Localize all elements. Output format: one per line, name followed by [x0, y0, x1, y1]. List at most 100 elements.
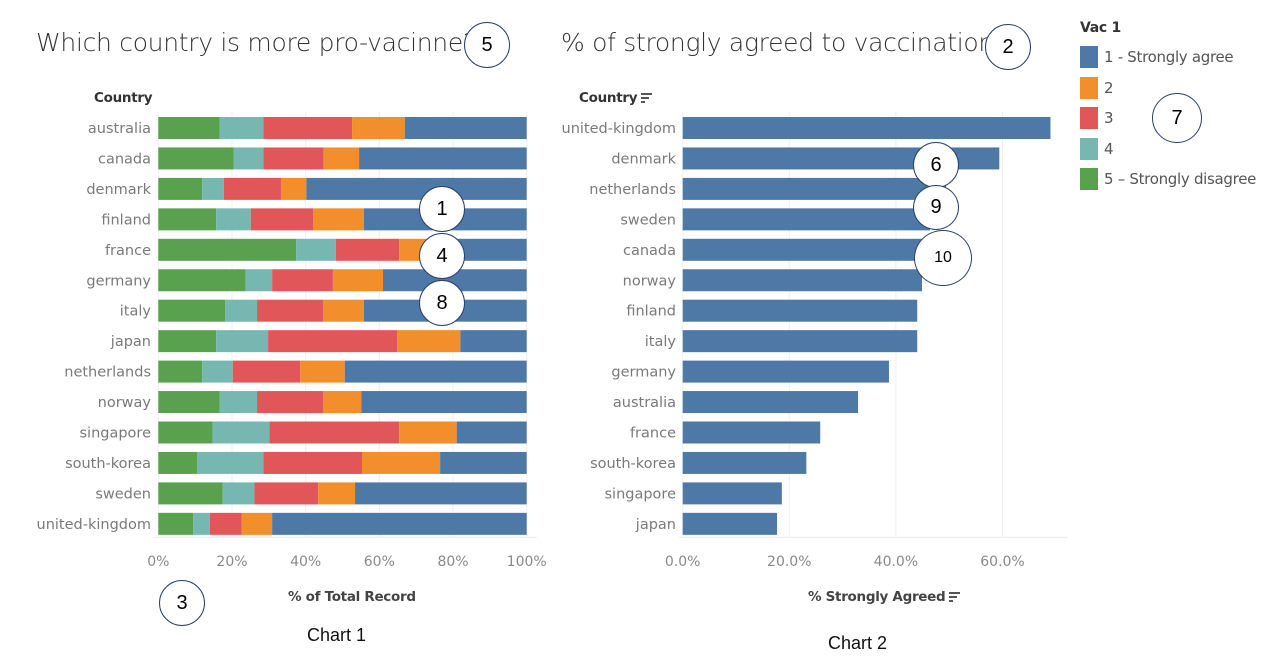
legend-swatch: [1080, 46, 1098, 69]
x-tick-label: 40%: [290, 554, 321, 570]
bar-segment: [158, 147, 234, 170]
legend: Vac 1 1 - Strongly agree 2 3 4 5 – Strongly …: [1080, 20, 1256, 195]
callout-10: 10: [914, 230, 972, 286]
y-tick-label: japan: [635, 517, 676, 533]
bar: [682, 360, 889, 383]
bar-segment: [222, 482, 255, 505]
bar-segment: [158, 421, 213, 444]
y-tick-label: denmark: [86, 182, 151, 198]
bar: [682, 512, 778, 535]
bar: [682, 269, 923, 292]
y-tick-label: singapore: [79, 426, 151, 442]
bar: [682, 451, 807, 474]
x-tick-label: 0.0%: [665, 554, 701, 570]
chart1-country-header: Country: [94, 90, 153, 106]
y-tick-label: sweden: [620, 212, 676, 228]
bar-segment: [263, 117, 353, 139]
legend-label: 5 – Strongly disagree: [1104, 170, 1257, 189]
bar-segment: [216, 330, 269, 353]
bar-segment: [196, 451, 264, 474]
callout-5: 5: [464, 22, 510, 68]
callout-6: 6: [913, 142, 959, 188]
legend-item[interactable]: 1 - Strongly agree: [1080, 42, 1256, 73]
chart2-country-header[interactable]: Country: [579, 90, 653, 106]
bar: [682, 391, 859, 414]
y-tick-label: netherlands: [589, 182, 676, 198]
bar-segment: [193, 512, 210, 535]
y-tick-label: germany: [611, 365, 676, 381]
y-tick-label: norway: [623, 273, 677, 289]
bar-segment: [158, 512, 194, 535]
legend-item[interactable]: 5 – Strongly disagree: [1080, 164, 1256, 195]
bar-segment: [335, 238, 400, 261]
y-tick-label: norway: [98, 395, 152, 411]
legend-label: 2: [1104, 78, 1114, 97]
y-tick-label: italy: [120, 304, 152, 320]
bar-segment: [202, 360, 233, 383]
legend-swatch: [1080, 76, 1098, 99]
callout-7: 7: [1152, 93, 1202, 143]
chart2-caption: Chart 2: [828, 633, 888, 653]
y-tick-label: canada: [98, 151, 151, 167]
bar: [682, 238, 926, 261]
bar-segment: [296, 238, 336, 261]
chart2-title: % of strongly agreed to vaccination: [561, 28, 994, 57]
callout-9: 9: [913, 185, 959, 230]
bar-segment: [158, 451, 197, 474]
y-tick-label: germany: [86, 273, 151, 289]
y-tick-label: united-kingdom: [37, 517, 151, 533]
callout-1: 1: [419, 186, 465, 232]
bar: [682, 299, 918, 322]
legend-title: Vac 1: [1080, 20, 1121, 36]
bar-segment: [257, 299, 323, 322]
legend-swatch: [1080, 137, 1098, 160]
y-tick-label: australia: [613, 395, 676, 411]
chart2-country-header-label: Country: [579, 90, 638, 106]
bar-segment: [225, 299, 258, 322]
bar-segment: [233, 147, 264, 170]
bar-segment: [219, 391, 258, 414]
bar-segment: [158, 360, 203, 383]
y-tick-label: south-korea: [590, 456, 676, 472]
bar-segment: [306, 177, 527, 200]
bar-segment: [209, 512, 242, 535]
bar-segment: [272, 512, 527, 535]
bar-segment: [322, 299, 364, 322]
sort-descending-icon[interactable]: [949, 591, 961, 602]
chart2-xlabel[interactable]: % Strongly Agreed: [808, 589, 961, 605]
legend-item[interactable]: 3: [1080, 103, 1256, 134]
bar-segment: [158, 299, 226, 322]
bar-segment: [158, 117, 220, 139]
bar-segment: [323, 147, 360, 170]
y-tick-label: italy: [645, 334, 677, 350]
y-tick-label: france: [630, 426, 676, 442]
x-tick-label: 80%: [437, 554, 468, 570]
y-tick-label: denmark: [611, 151, 676, 167]
bar-segment: [332, 269, 384, 292]
chart1-title: Which country is more pro-vacinne?: [36, 28, 476, 57]
bar-segment: [216, 208, 251, 231]
bar-segment: [268, 330, 398, 353]
y-tick-label: france: [105, 243, 151, 259]
x-tick-label: 40.0%: [874, 554, 918, 570]
bar-segment: [158, 391, 220, 414]
bar-segment: [263, 147, 324, 170]
bar-segment: [272, 269, 333, 292]
legend-label: 1 - Strongly agree: [1104, 48, 1234, 67]
legend-item[interactable]: 2: [1080, 73, 1256, 104]
sort-descending-icon[interactable]: [641, 92, 653, 103]
bar-segment: [232, 360, 301, 383]
bar-segment: [158, 208, 217, 231]
bar-segment: [359, 147, 527, 170]
bar-segment: [223, 177, 281, 200]
callout-3: 3: [159, 580, 205, 626]
y-tick-label: sweden: [95, 486, 151, 502]
legend-item[interactable]: 4: [1080, 134, 1256, 165]
bar-segment: [254, 482, 319, 505]
bar-segment: [397, 330, 461, 353]
bar-segment: [404, 117, 527, 139]
bar: [682, 208, 931, 231]
bar-segment: [460, 330, 527, 353]
bar-segment: [245, 269, 273, 292]
legend-label: 4: [1104, 139, 1114, 158]
